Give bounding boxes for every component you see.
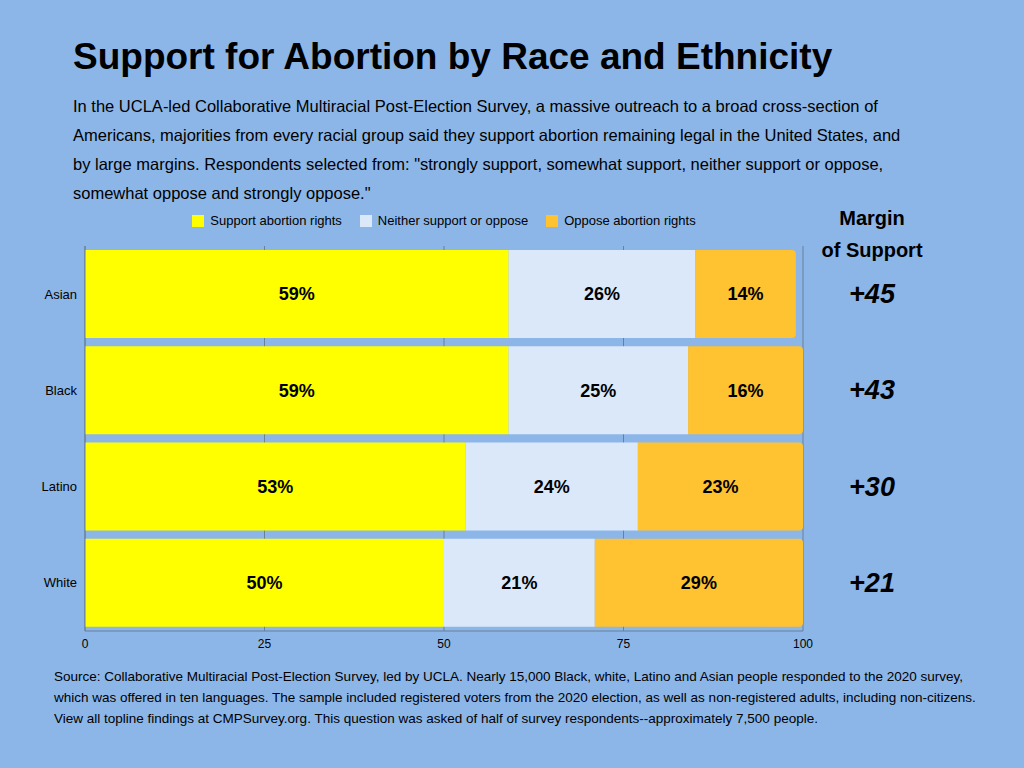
svg-text:50: 50: [437, 637, 451, 651]
svg-text:29%: 29%: [681, 573, 717, 593]
svg-text:Black: Black: [45, 383, 77, 398]
html-text:+30: +30: [849, 471, 895, 502]
html-text:Oppose abortion rights: Oppose abortion rights: [564, 213, 696, 228]
svg-text:75: 75: [617, 637, 631, 651]
html-text:Support for Abortion by Race a: Support for Abortion by Race and Ethnici…: [73, 36, 833, 77]
svg-text:14%: 14%: [728, 284, 764, 304]
svg-text:White: White: [44, 575, 77, 590]
html-text:Neither support or oppose: Neither support or oppose: [377, 213, 529, 228]
html-text:In the UCLA-led Collaborative: In the UCLA-led Collaborative Multiracia…: [73, 97, 901, 202]
html-text:of Support: of Support: [821, 239, 923, 261]
html-text:+43: +43: [849, 375, 895, 406]
svg-text:23%: 23%: [702, 477, 738, 497]
html-text:+45: +45: [849, 279, 895, 310]
svg-text:53%: 53%: [257, 477, 293, 497]
svg-text:21%: 21%: [501, 573, 537, 593]
svg-text:24%: 24%: [534, 477, 570, 497]
html-text:Source: Collaborative Multirac: Source: Collaborative Multiracial Post-E…: [54, 669, 976, 726]
svg-text:16%: 16%: [728, 381, 764, 401]
svg-text:Latino: Latino: [42, 479, 77, 494]
svg-text:25%: 25%: [580, 381, 616, 401]
svg-text:0: 0: [82, 637, 89, 651]
html-text:Margin: Margin: [839, 207, 905, 229]
svg-text:59%: 59%: [279, 284, 315, 304]
svg-text:50%: 50%: [246, 573, 282, 593]
svg-text:25: 25: [258, 637, 272, 651]
svg-text:59%: 59%: [279, 381, 315, 401]
html-text:+21: +21: [849, 567, 895, 598]
svg-text:100: 100: [793, 637, 813, 651]
svg-text:26%: 26%: [584, 284, 620, 304]
html-text:Support abortion rights: Support abortion rights: [210, 213, 342, 228]
svg-text:Asian: Asian: [44, 287, 77, 302]
